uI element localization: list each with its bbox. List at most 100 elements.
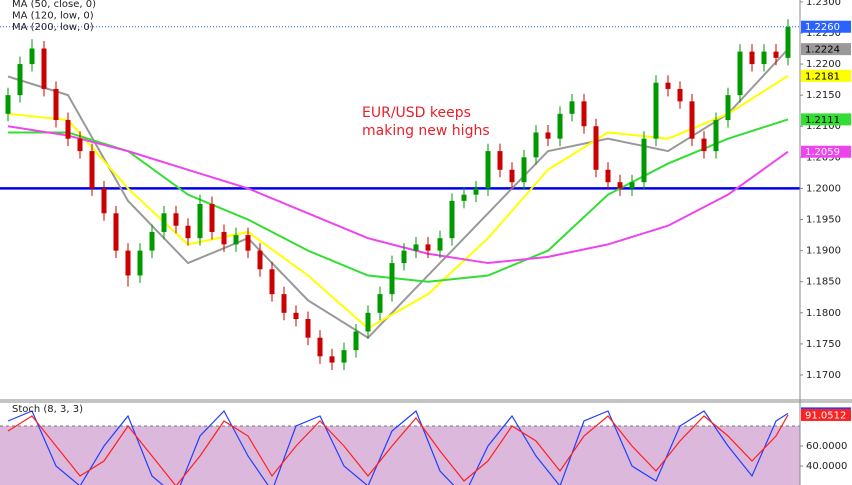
candle-body: [749, 51, 755, 65]
candle-body: [17, 64, 23, 96]
candle-body: [461, 194, 467, 201]
last-value-label: 1.2111: [805, 115, 840, 126]
candle-body: [485, 151, 491, 189]
candle-body: [341, 350, 347, 363]
candle-body: [617, 182, 623, 189]
candle-body: [473, 188, 479, 195]
candle-body: [497, 151, 503, 170]
candle-body: [365, 312, 371, 332]
candle-body: [29, 48, 35, 65]
candle-body: [233, 235, 239, 245]
candle-body: [665, 82, 671, 89]
candle-body: [125, 250, 131, 276]
y-tick-label: 1.2300: [806, 0, 841, 8]
candle-body: [413, 244, 419, 251]
y-tick-label: 1.1800: [806, 308, 841, 319]
y-tick-label: 1.2050: [806, 152, 841, 163]
last-value-box: [801, 69, 851, 82]
y-tick-label: 1.1750: [806, 339, 841, 350]
candle-body: [605, 169, 611, 183]
candle-body: [5, 95, 11, 114]
annotation: making new highs: [362, 123, 490, 139]
candle-body: [257, 250, 263, 270]
y-tick-label: 1.2150: [806, 90, 841, 101]
candle-body: [173, 213, 179, 226]
candle-body: [185, 225, 191, 239]
candle-body: [353, 331, 359, 351]
y-tick-label: 1.1900: [806, 246, 841, 257]
candle-body: [677, 88, 683, 102]
last-value-label: 91.0512: [805, 410, 846, 421]
series-line: [7, 48, 789, 339]
candle-body: [401, 250, 407, 264]
candle-body: [725, 95, 731, 121]
candle-body: [305, 319, 311, 338]
last-value-label: 1.2260: [805, 22, 840, 33]
candle-body: [773, 51, 779, 58]
candle-body: [737, 51, 743, 96]
y-tick-label: 40.0000: [806, 461, 847, 472]
legend: EUR/USD keeps making new highs MA (50, clo…: [12, 0, 490, 415]
candle-body: [689, 101, 695, 139]
candle-body: [533, 132, 539, 158]
y-tick-label: 60.0000: [806, 441, 847, 452]
candle-body: [197, 203, 203, 239]
candle-body: [41, 48, 47, 89]
stoch-panel: [0, 409, 800, 485]
last-value-box: [801, 408, 851, 421]
last-value-box: [801, 145, 851, 158]
candle-body: [77, 138, 83, 152]
candle-body: [701, 138, 707, 152]
candle-body: [53, 88, 59, 121]
candle-body: [269, 269, 275, 295]
candle-body: [545, 132, 551, 139]
y-tick-label: 1.2100: [806, 121, 841, 132]
candle-body: [149, 231, 155, 251]
candle-body: [437, 238, 443, 251]
last-value-label: 1.2181: [805, 71, 840, 82]
candle-body: [449, 200, 455, 239]
candle-body: [629, 182, 635, 189]
candle-body: [377, 294, 383, 313]
candle-body: [209, 203, 215, 232]
candle-body: [317, 337, 323, 357]
candle-body: [713, 120, 719, 152]
candle-body: [329, 356, 335, 363]
candle-body: [593, 126, 599, 170]
last-value-label: 1.2059: [805, 147, 840, 158]
y-tick-label: 1.1700: [806, 370, 841, 381]
legend-entry: MA (120, low, 0): [12, 11, 94, 22]
candle-body: [785, 26, 791, 58]
candle-body: [101, 188, 107, 214]
candle-body: [653, 82, 659, 139]
last-value-box: [801, 20, 851, 33]
candle-body: [161, 213, 167, 232]
series-line: [7, 125, 789, 265]
candle-body: [569, 101, 575, 114]
annotation: EUR/USD keeps: [362, 105, 471, 121]
candle-body: [581, 101, 587, 127]
last-value-box: [801, 43, 851, 56]
series-line: [7, 414, 789, 485]
candle-body: [281, 294, 287, 313]
panel-title: Stoch (8, 3, 3): [12, 404, 83, 415]
candle-body: [89, 151, 95, 189]
price-panel: [0, 19, 800, 371]
y-tick-label: 1.1950: [806, 215, 841, 226]
candle-body: [137, 250, 143, 276]
candle-body: [509, 169, 515, 183]
y-tick-label: 1.2200: [806, 59, 841, 70]
candle-body: [557, 113, 563, 139]
last-value-label: 1.2224: [805, 45, 840, 56]
candle-body: [521, 157, 527, 183]
candle-body: [425, 244, 431, 251]
y-tick-label: 1.1850: [806, 277, 841, 288]
series-line: [7, 409, 789, 485]
last-value-box: [801, 113, 851, 126]
series-line: [8, 118, 789, 283]
y-tick-label: 1.2000: [806, 183, 841, 194]
candle-body: [221, 231, 227, 245]
candle-body: [245, 235, 251, 251]
candle-body: [65, 120, 71, 139]
